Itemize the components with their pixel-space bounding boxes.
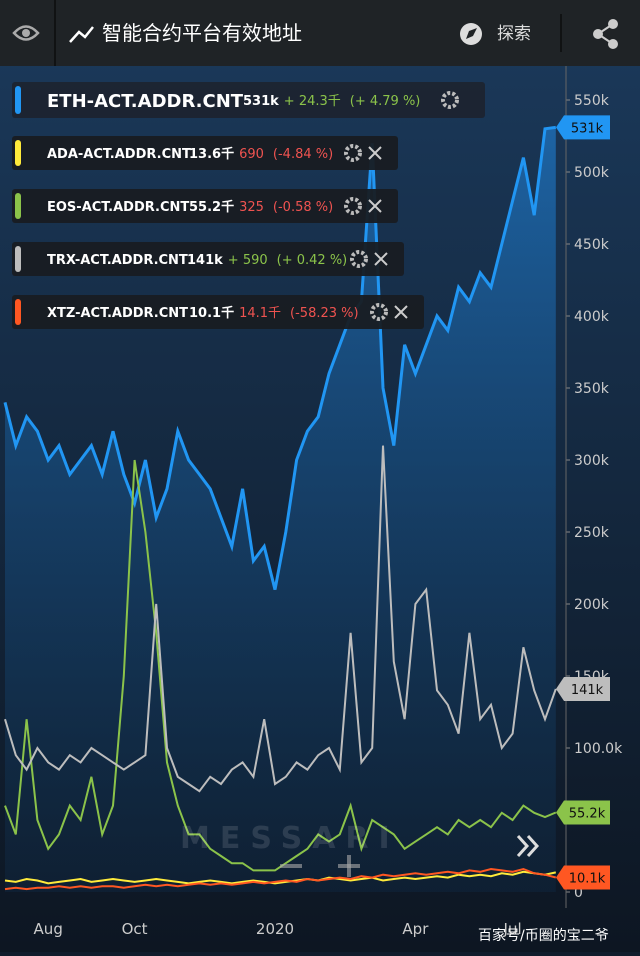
legend-value: 531k [243,94,279,109]
y-tick-label: 450k [574,237,610,253]
area [5,127,556,892]
legend-box [12,82,485,118]
close-icon[interactable] [394,305,408,319]
line [4,445,557,793]
close-icon[interactable] [368,146,382,160]
x-tick-label: Oct [122,920,148,938]
legend-value: 55.2千 [189,199,234,215]
legend-pct: (+ 4.79 %) [350,94,421,109]
y-tick-label: 300k [574,453,610,469]
badge-shape [556,115,610,140]
y-tick-label: 400k [574,309,610,325]
close-icon[interactable] [368,199,382,213]
legend-entry[interactable]: ETH-ACT.ADDR.CNT 531k + 24.3千 (+ 4.79 %) [12,82,485,118]
legend-entry[interactable]: XTZ-ACT.ADDR.CNT 10.1千 14.1千 (-58.23 %) [12,295,424,329]
legend-pct: (-58.23 %) [290,306,359,321]
header-bar [0,0,640,66]
legend-change: 325 [239,200,264,215]
y-tick-label: 0 [574,885,583,901]
legend-name: TRX-ACT.ADDR.CNT [47,253,188,268]
legend-change: 14.1千 [239,306,281,321]
settings-icon[interactable] [441,91,459,109]
badge-label: 10.1k [569,871,606,886]
settings-icon[interactable] [344,144,362,162]
badge-shape [556,676,610,701]
y-tick-label: 100.0k [574,741,623,757]
x-tick-label: 2020 [256,920,294,938]
y-tick-label: 250k [574,525,610,541]
legend-box [12,295,424,329]
legend-entry[interactable]: TRX-ACT.ADDR.CNT 141k + 590 (+ 0.42 %) [12,242,404,276]
legend-swatch [15,246,21,272]
legend-change: 690 [239,147,264,162]
y-tick-label: 500k [574,165,610,181]
share-icon[interactable] [593,19,618,49]
legend-pct: (-0.58 %) [273,200,333,215]
y-tick-label: 200k [574,597,610,613]
legend-swatch [15,193,21,219]
legend-value: 13.6千 [189,146,234,162]
explore-button[interactable]: 探索 [460,23,531,45]
legend-pct: (+ 0.42 %) [277,253,348,268]
legend-swatch [15,86,21,114]
legend-entry[interactable]: EOS-ACT.ADDR.CNT 55.2千 325 (-0.58 %) [12,189,398,223]
legend-change: + 24.3千 [284,94,341,109]
legend-name: XTZ-ACT.ADDR.CNT [47,306,188,321]
badge-label: 55.2k [569,807,606,822]
trend-icon [69,26,94,43]
x-tick-label: Apr [402,920,429,938]
x-tick-label: Aug [34,920,63,938]
close-icon[interactable] [374,252,388,266]
legend-change: + 590 [228,253,268,268]
settings-icon[interactable] [350,250,368,268]
line [4,870,557,885]
legend-box [12,189,398,223]
value-badge: 141k [556,676,610,701]
legend-box [12,136,398,170]
scroll-right[interactable] [516,834,540,858]
explore-label: 探索 [497,24,531,44]
legend-swatch [15,140,21,166]
legend-name: ETH-ACT.ADDR.CNT [47,91,244,112]
y-tick-label: 350k [574,381,610,397]
badge-label: 141k [571,683,604,698]
line [4,867,557,891]
watermark: MESSARI [180,821,400,856]
value-badge: 531k [556,115,610,140]
x-tick-label: Jul [503,920,522,938]
badge-shape [556,800,610,825]
legend-swatch [15,299,21,325]
value-badge: 55.2k [556,800,610,825]
legend-value: 141k [187,253,223,268]
legend-pct: (-4.84 %) [273,147,333,162]
zoom-out[interactable] [280,864,302,868]
line [3,125,556,590]
eye-icon[interactable] [12,25,40,41]
legend-value: 10.1千 [189,305,234,321]
value-badge: 10.1k [556,865,610,890]
badge-shape [556,865,610,890]
legend-name: EOS-ACT.ADDR.CNT [47,200,189,215]
footer-watermark: 百家号/币圈的宝二爷 [478,927,609,944]
header-title: 智能合约平台有效地址 [102,21,302,45]
zoom-in[interactable] [338,855,360,877]
legend-name: ADA-ACT.ADDR.CNT [47,147,191,162]
y-tick-label: 550k [574,93,610,109]
legend-box [12,242,404,276]
badge-label: 531k [571,121,604,136]
settings-icon[interactable] [370,303,388,321]
settings-icon[interactable] [344,197,362,215]
